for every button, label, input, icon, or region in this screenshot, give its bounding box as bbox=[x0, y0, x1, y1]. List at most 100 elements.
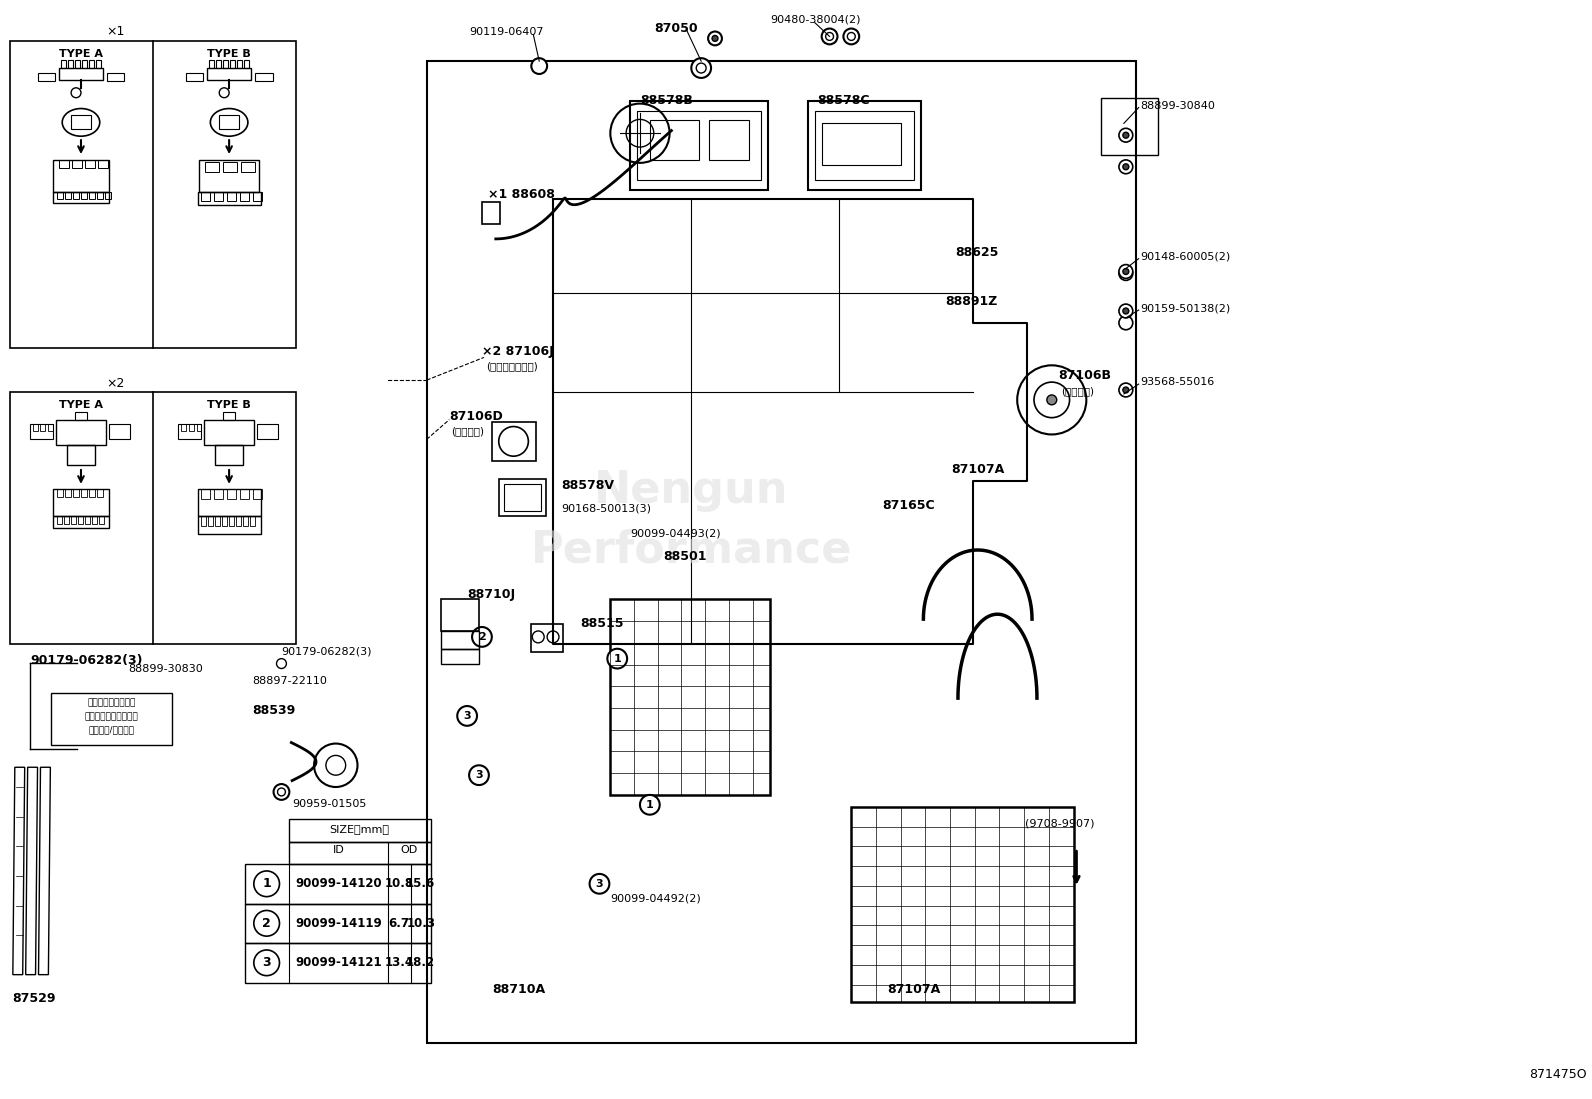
Bar bbox=[245, 903, 430, 943]
Bar bbox=[72, 159, 81, 168]
Circle shape bbox=[1122, 387, 1129, 393]
Text: 90480-38004(2): 90480-38004(2) bbox=[771, 14, 861, 24]
Bar bbox=[202, 517, 207, 526]
Bar bbox=[207, 68, 252, 80]
Bar bbox=[10, 42, 296, 347]
Bar bbox=[244, 60, 248, 68]
Bar bbox=[51, 693, 172, 744]
Text: ID: ID bbox=[333, 845, 344, 855]
Circle shape bbox=[498, 426, 529, 456]
Circle shape bbox=[847, 33, 855, 41]
Bar bbox=[250, 517, 255, 526]
Text: 90179-06282(3): 90179-06282(3) bbox=[282, 647, 373, 657]
Circle shape bbox=[844, 29, 860, 44]
Text: 871475O: 871475O bbox=[1528, 1068, 1586, 1081]
Text: (吹き出し口切替): (吹き出し口切替) bbox=[486, 362, 538, 371]
Bar bbox=[32, 423, 38, 432]
Circle shape bbox=[532, 58, 548, 74]
Text: ×1 88608: ×1 88608 bbox=[487, 188, 554, 200]
Bar bbox=[40, 423, 46, 432]
Text: 3: 3 bbox=[595, 879, 603, 889]
Circle shape bbox=[589, 874, 610, 893]
Circle shape bbox=[314, 744, 358, 787]
Bar bbox=[217, 60, 221, 68]
Bar bbox=[89, 60, 94, 68]
Text: クリーンエアフィルタ: クリーンエアフィルタ bbox=[84, 712, 139, 721]
Bar bbox=[38, 73, 56, 81]
Bar bbox=[202, 191, 210, 201]
Circle shape bbox=[626, 120, 654, 147]
Bar bbox=[240, 489, 248, 499]
Circle shape bbox=[1119, 129, 1134, 142]
Bar bbox=[223, 517, 228, 526]
Bar bbox=[215, 489, 223, 499]
Bar bbox=[188, 423, 194, 432]
Bar bbox=[107, 73, 124, 81]
Bar bbox=[427, 62, 1135, 1043]
Circle shape bbox=[1119, 159, 1134, 174]
Bar bbox=[181, 423, 186, 432]
Bar bbox=[231, 60, 236, 68]
Bar bbox=[228, 191, 236, 201]
Circle shape bbox=[253, 872, 280, 897]
Bar bbox=[441, 648, 479, 664]
Circle shape bbox=[691, 58, 712, 78]
Circle shape bbox=[1048, 395, 1057, 404]
Text: 88899-30830: 88899-30830 bbox=[129, 664, 204, 674]
Circle shape bbox=[1122, 308, 1129, 314]
Text: 15.6: 15.6 bbox=[406, 877, 435, 890]
Bar bbox=[255, 73, 272, 81]
Bar bbox=[186, 73, 204, 81]
Text: 3: 3 bbox=[263, 956, 271, 969]
Bar bbox=[441, 599, 479, 631]
Bar bbox=[81, 191, 88, 199]
Bar bbox=[96, 60, 100, 68]
Circle shape bbox=[72, 88, 81, 98]
Bar bbox=[72, 115, 91, 130]
Bar bbox=[209, 517, 213, 526]
Bar bbox=[237, 60, 242, 68]
Bar bbox=[178, 423, 202, 440]
Text: 3: 3 bbox=[474, 770, 482, 780]
Bar bbox=[229, 517, 234, 526]
Bar bbox=[57, 489, 64, 497]
Circle shape bbox=[708, 32, 721, 45]
Text: 90099-14120: 90099-14120 bbox=[296, 877, 382, 890]
Text: 90099-04492(2): 90099-04492(2) bbox=[610, 893, 700, 903]
Circle shape bbox=[608, 648, 627, 668]
Bar bbox=[108, 423, 131, 440]
Bar bbox=[253, 191, 261, 201]
Circle shape bbox=[821, 29, 837, 44]
Text: 87529: 87529 bbox=[11, 992, 56, 1006]
Text: 88578V: 88578V bbox=[560, 479, 615, 492]
Bar bbox=[223, 60, 228, 68]
Bar bbox=[498, 479, 546, 517]
Bar bbox=[73, 191, 80, 199]
Text: 88578B: 88578B bbox=[640, 93, 693, 107]
Bar bbox=[223, 162, 237, 171]
Circle shape bbox=[1017, 365, 1086, 434]
Text: 2: 2 bbox=[263, 917, 271, 930]
Circle shape bbox=[274, 784, 290, 800]
Bar bbox=[650, 121, 699, 159]
Bar bbox=[532, 624, 564, 652]
Bar bbox=[78, 517, 83, 524]
Bar bbox=[10, 392, 296, 644]
Bar bbox=[290, 842, 430, 864]
Bar bbox=[236, 517, 240, 526]
Bar bbox=[97, 191, 103, 199]
Bar bbox=[75, 412, 88, 420]
Text: 88710A: 88710A bbox=[492, 983, 544, 996]
Bar bbox=[53, 489, 108, 517]
Text: ×2 87106J: ×2 87106J bbox=[482, 345, 554, 357]
Text: 清掃１年/交換２年: 清掃１年/交換２年 bbox=[89, 725, 135, 735]
Text: SIZE（mm）: SIZE（mm） bbox=[330, 823, 390, 833]
Text: 87107A: 87107A bbox=[950, 463, 1005, 476]
Text: 10.8: 10.8 bbox=[384, 877, 414, 890]
Text: ×2: ×2 bbox=[107, 377, 126, 390]
Bar bbox=[53, 517, 108, 529]
Bar bbox=[482, 202, 500, 224]
Bar bbox=[245, 943, 430, 983]
Text: 88899-30840: 88899-30840 bbox=[1140, 101, 1216, 111]
Bar bbox=[210, 60, 215, 68]
